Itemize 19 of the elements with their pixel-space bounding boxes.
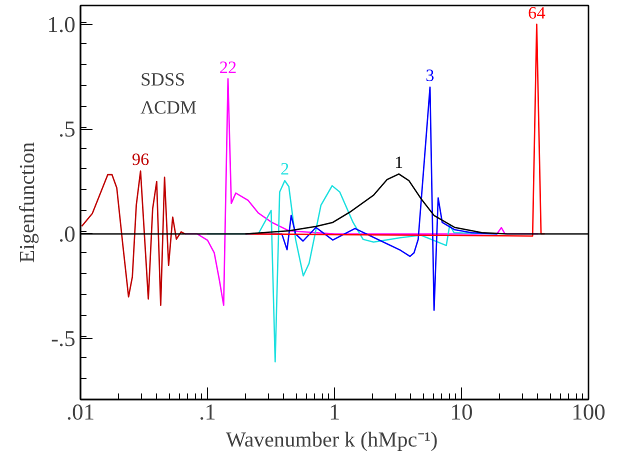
- annotation: ΛCDM: [140, 98, 197, 118]
- annotation: SDSS: [140, 70, 186, 90]
- series-label: 22: [219, 58, 237, 77]
- x-axis-title: Wavenumber k (hMpc⁻¹): [226, 428, 438, 452]
- series-label: 2: [280, 160, 290, 179]
- x-tick-label: .1: [199, 400, 216, 424]
- y-tick-label: -.5: [50, 326, 76, 352]
- y-axis-title: Eigenfunction: [15, 142, 40, 263]
- series-label: 96: [132, 150, 150, 170]
- y-tick-label: .5: [58, 116, 76, 142]
- x-tick-label: 100: [572, 400, 606, 424]
- y-tick-label: .0: [58, 221, 76, 246]
- series-label: 1: [394, 153, 404, 172]
- y-tick-label: 1.0: [47, 12, 76, 37]
- x-tick-label: 1: [328, 400, 340, 424]
- x-tick-label: .01: [66, 400, 95, 424]
- series-label: 64: [528, 3, 546, 22]
- x-tick-label: 10: [450, 400, 473, 424]
- series-label: 3: [426, 66, 434, 86]
